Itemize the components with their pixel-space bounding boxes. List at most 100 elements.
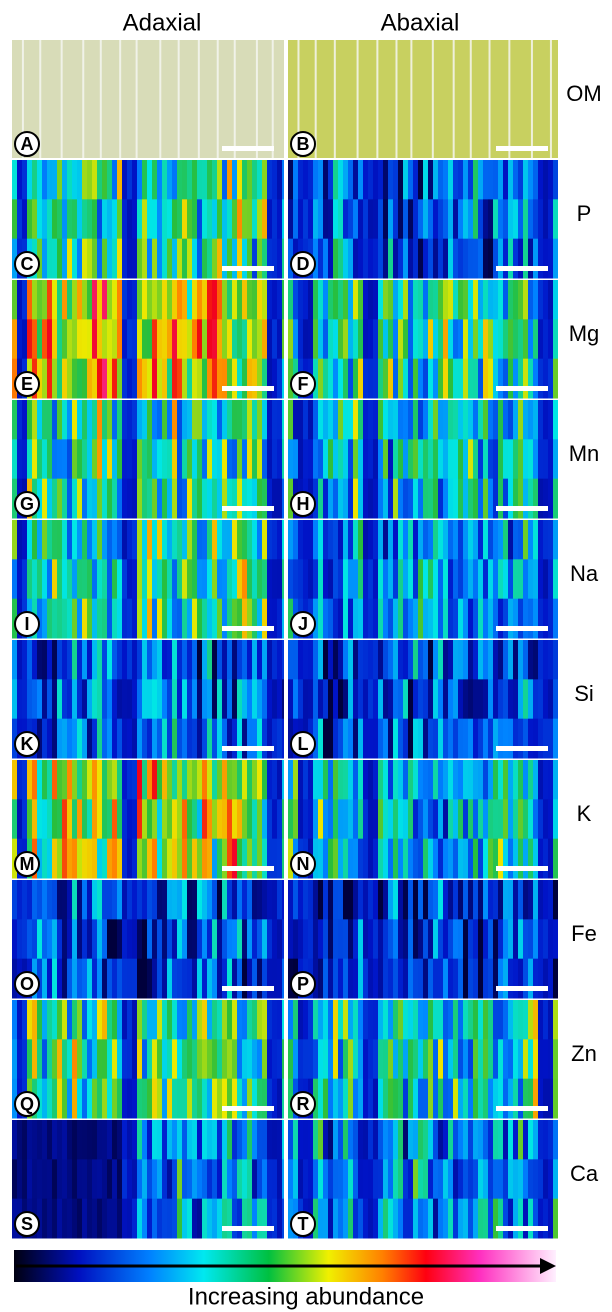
map-pixel <box>363 640 368 680</box>
map-pixel <box>508 239 513 279</box>
map-pixel <box>197 880 202 920</box>
map-pixel <box>192 1199 197 1239</box>
map-pixel <box>222 479 227 519</box>
map-pixel <box>373 239 378 279</box>
map-pixel <box>152 599 157 639</box>
map-pixel <box>12 559 17 599</box>
map-pixel <box>488 1079 493 1119</box>
map-pixel <box>132 839 137 879</box>
map-pixel <box>227 719 232 759</box>
map-pixel <box>142 479 147 519</box>
map-pixel <box>513 359 518 399</box>
map-pixel <box>87 959 92 999</box>
map-pixel <box>277 1199 282 1239</box>
map-pixel <box>102 1120 107 1160</box>
map-pixel <box>298 1039 303 1079</box>
map-pixel <box>277 760 282 800</box>
map-pixel <box>398 799 403 839</box>
map-pixel <box>117 319 122 359</box>
map-pixel <box>328 760 333 800</box>
map-pixel <box>318 640 323 680</box>
map-pixel <box>282 1039 284 1079</box>
map-pixel <box>543 959 548 999</box>
map-pixel <box>503 359 508 399</box>
map-pixel <box>553 239 558 279</box>
map-pixel <box>122 760 127 800</box>
map-pixel <box>343 839 348 879</box>
map-pixel <box>267 1079 272 1119</box>
map-pixel <box>513 1000 518 1040</box>
map-pixel <box>308 1000 313 1040</box>
map-pixel <box>107 359 112 399</box>
map-pixel <box>77 239 82 279</box>
map-pixel <box>127 760 132 800</box>
map-pixel <box>383 400 388 440</box>
map-pixel <box>308 1039 313 1079</box>
map-pixel <box>443 1159 448 1199</box>
map-pixel <box>473 439 478 479</box>
map-pixel <box>232 160 237 200</box>
map-pixel <box>267 679 272 719</box>
map-pixel <box>42 359 47 399</box>
map-pixel <box>207 880 212 920</box>
map-pixel <box>378 959 383 999</box>
map-pixel <box>298 280 303 320</box>
map-pixel <box>102 760 107 800</box>
map-pixel <box>343 160 348 200</box>
map-pixel <box>22 880 27 920</box>
map-pixel <box>192 280 197 320</box>
map-pixel <box>247 280 252 320</box>
map-pixel <box>127 559 132 599</box>
map-pixel <box>222 199 227 239</box>
map-pixel <box>67 1159 72 1199</box>
map-pixel <box>548 199 553 239</box>
map-pixel <box>182 280 187 320</box>
map-pixel <box>313 679 318 719</box>
map-pixel <box>242 799 247 839</box>
map-pixel <box>418 160 423 200</box>
map-pixel <box>82 359 87 399</box>
map-pixel <box>443 719 448 759</box>
map-pixel <box>162 1199 167 1239</box>
map-pixel <box>408 359 413 399</box>
map-pixel <box>478 760 483 800</box>
map-pixel <box>72 599 77 639</box>
map-pixel <box>528 239 533 279</box>
map-pixel <box>142 1120 147 1160</box>
map-pixel <box>172 160 177 200</box>
map-pixel <box>107 1079 112 1119</box>
map-pixel <box>538 1000 543 1040</box>
map-pixel <box>513 1199 518 1239</box>
colorbar-caption: Increasing abundance <box>188 1283 424 1310</box>
map-pixel <box>177 880 182 920</box>
map-pixel <box>237 760 242 800</box>
map-pixel <box>62 479 67 519</box>
map-pixel <box>348 640 353 680</box>
map-pixel <box>137 959 142 999</box>
map-pixel <box>72 479 77 519</box>
map-pixel <box>473 479 478 519</box>
map-pixel <box>197 839 202 879</box>
map-pixel <box>513 640 518 680</box>
map-pixel <box>147 520 152 560</box>
map-pixel <box>393 559 398 599</box>
map-pixel <box>513 919 518 959</box>
map-pixel <box>478 319 483 359</box>
map-pixel <box>267 559 272 599</box>
map-pixel <box>157 679 162 719</box>
map-pixel <box>458 1039 463 1079</box>
map-pixel <box>298 679 303 719</box>
map-pixel <box>97 280 102 320</box>
map-pixel <box>132 1120 137 1160</box>
map-pixel <box>328 959 333 999</box>
map-pixel <box>333 400 338 440</box>
map-pixel <box>338 1159 343 1199</box>
leaf-vein <box>489 40 491 158</box>
map-pixel <box>112 520 117 560</box>
panel-letter: K <box>21 734 34 754</box>
map-pixel <box>32 880 37 920</box>
map-pixel <box>473 520 478 560</box>
map-pixel <box>162 1039 167 1079</box>
map-pixel <box>413 919 418 959</box>
map-pixel <box>358 1120 363 1160</box>
